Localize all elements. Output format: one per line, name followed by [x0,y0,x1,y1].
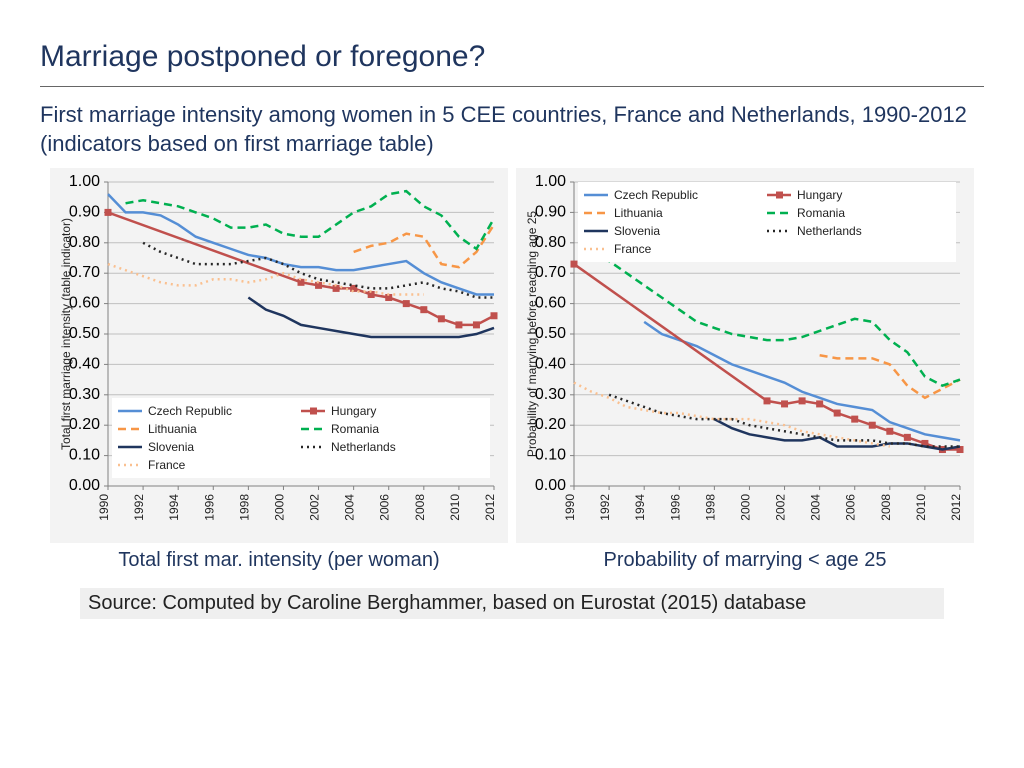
svg-text:2008: 2008 [879,494,893,521]
left-panel: 0.00 0.10 0.20 0.30 0.40 0.50 0.60 0.70 0.80 0.90… [50,168,508,576]
svg-text:0.20: 0.20 [535,416,566,433]
svg-text:0.60: 0.60 [535,295,566,312]
svg-text:1.00: 1.00 [69,174,100,190]
svg-text:0.70: 0.70 [69,264,100,281]
svg-text:2002: 2002 [774,494,788,521]
slide: Marriage postponed or foregone? First ma… [0,0,1024,768]
svg-text:2008: 2008 [413,494,427,521]
svg-text:2010: 2010 [914,494,928,521]
svg-text:0.00: 0.00 [535,477,566,494]
svg-text:2012: 2012 [483,494,497,521]
left-chart-caption: Total first mar. intensity (per woman) [50,549,508,572]
svg-text:0.30: 0.30 [69,386,100,403]
svg-text:0.60: 0.60 [69,295,100,312]
svg-text:1992: 1992 [132,494,146,521]
svg-text:2004: 2004 [343,494,357,521]
svg-text:2012: 2012 [949,494,963,521]
right-chart: 0.00 0.10 0.20 0.30 0.40 0.50 0.60 0.70 0.80 0.90… [520,174,970,534]
svg-text:0.50: 0.50 [69,325,100,342]
svg-text:2010: 2010 [448,494,462,521]
source-note: Source: Computed by Caroline Berghammer,… [80,588,944,619]
svg-text:0.10: 0.10 [535,447,566,464]
svg-text:Total first marriage intensity: Total first marriage intensity (table in… [59,218,73,450]
svg-text:Lithuania: Lithuania [148,422,197,436]
svg-text:0.90: 0.90 [69,204,100,221]
svg-text:2006: 2006 [844,494,858,521]
svg-text:1990: 1990 [563,494,577,521]
svg-text:Hungary: Hungary [797,188,842,202]
svg-text:0.10: 0.10 [69,447,100,464]
right-chart-caption: Probability of marrying < age 25 [516,549,974,572]
svg-text:0.30: 0.30 [535,386,566,403]
left-chart-card: 0.00 0.10 0.20 0.30 0.40 0.50 0.60 0.70 0.80 0.90… [50,168,508,543]
svg-text:Romania: Romania [797,206,845,220]
svg-text:1994: 1994 [167,494,181,521]
svg-text:Romania: Romania [331,422,379,436]
svg-text:2000: 2000 [738,494,752,521]
svg-text:Czech Republic: Czech Republic [148,404,232,418]
svg-text:0.40: 0.40 [535,356,566,373]
svg-text:0.40: 0.40 [69,356,100,373]
svg-text:1994: 1994 [633,494,647,521]
slide-subtitle: First marriage intensity among women in … [40,101,984,158]
svg-text:Slovenia: Slovenia [614,224,660,238]
svg-text:Hungary: Hungary [331,404,376,418]
svg-text:France: France [614,242,652,256]
left-chart: 0.00 0.10 0.20 0.30 0.40 0.50 0.60 0.70 0.80 0.90… [54,174,504,534]
svg-text:0.70: 0.70 [535,264,566,281]
svg-text:0.80: 0.80 [69,234,100,251]
svg-text:0.00: 0.00 [69,477,100,494]
svg-text:Probability of marrying before: Probability of marrying before reaching … [525,211,539,457]
svg-text:1.00: 1.00 [535,174,566,190]
slide-title: Marriage postponed or foregone? [40,40,984,74]
right-panel: 0.00 0.10 0.20 0.30 0.40 0.50 0.60 0.70 0.80 0.90… [516,168,974,576]
svg-text:0.80: 0.80 [535,234,566,251]
svg-text:Czech Republic: Czech Republic [614,188,698,202]
svg-text:2002: 2002 [308,494,322,521]
svg-text:Netherlands: Netherlands [331,440,396,454]
charts-row: 0.00 0.10 0.20 0.30 0.40 0.50 0.60 0.70 0.80 0.90… [40,168,984,576]
svg-text:Netherlands: Netherlands [797,224,862,238]
svg-text:1998: 1998 [237,494,251,521]
svg-text:France: France [148,458,186,472]
svg-text:Slovenia: Slovenia [148,440,194,454]
svg-text:1996: 1996 [202,494,216,521]
svg-text:1996: 1996 [668,494,682,521]
svg-text:0.90: 0.90 [535,204,566,221]
right-chart-card: 0.00 0.10 0.20 0.30 0.40 0.50 0.60 0.70 0.80 0.90… [516,168,974,543]
svg-text:2006: 2006 [378,494,392,521]
svg-text:2000: 2000 [272,494,286,521]
svg-text:1992: 1992 [598,494,612,521]
svg-text:1990: 1990 [97,494,111,521]
svg-text:0.50: 0.50 [535,325,566,342]
svg-text:1998: 1998 [703,494,717,521]
svg-text:2004: 2004 [809,494,823,521]
svg-text:0.20: 0.20 [69,416,100,433]
divider [40,86,984,87]
svg-text:Lithuania: Lithuania [614,206,663,220]
